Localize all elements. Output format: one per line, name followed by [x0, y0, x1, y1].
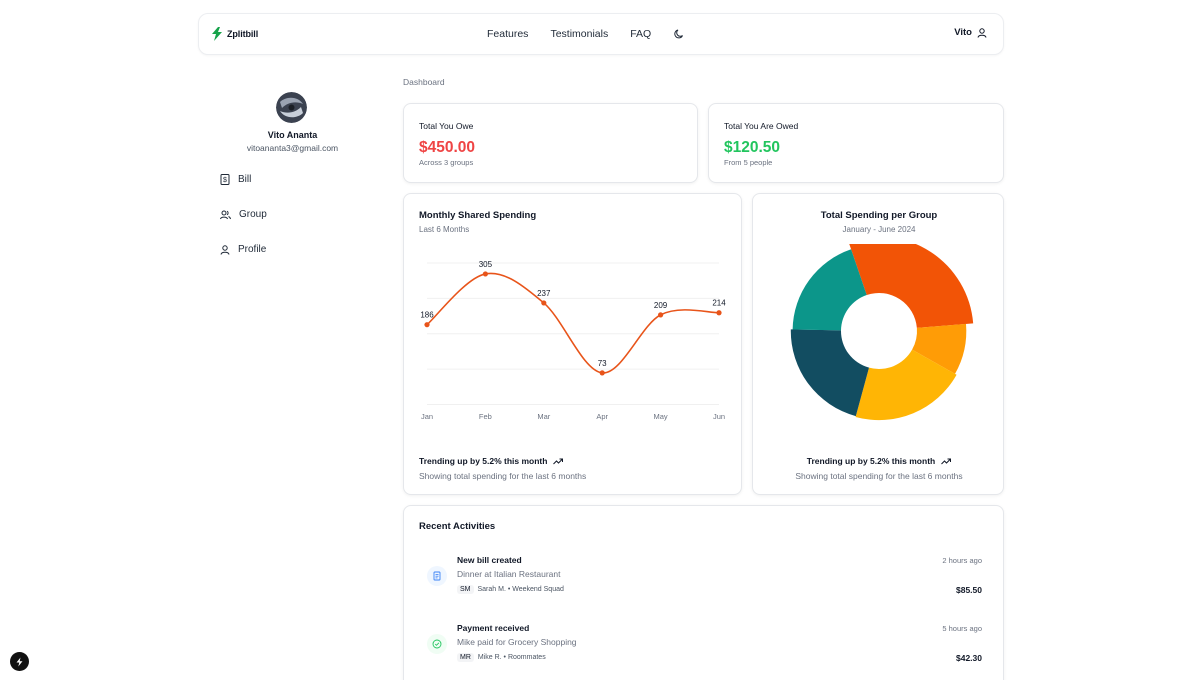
stat-card-owed: Total You Are Owed $120.50 From 5 people [708, 103, 1004, 183]
data-point[interactable] [482, 271, 488, 277]
activity-meta-text: Sarah M. • Weekend Squad [477, 586, 564, 593]
brand[interactable]: Zplitbill [211, 27, 258, 41]
activity-meta: MR Mike R. • Roommates [457, 653, 546, 662]
activity-time: 2 hours ago [942, 556, 982, 565]
activity-meta: SM Sarah M. • Weekend Squad [457, 585, 564, 594]
line-chart: 186 Jan 305 Feb 237 Mar 73 Apr 209 May 214 Jun [420, 260, 726, 421]
sidebar-item-group[interactable]: Group [220, 209, 267, 220]
receipt-icon [433, 571, 441, 581]
recent-activities-card: Recent Activities New bill created Dinne… [403, 505, 1004, 680]
lightning-icon [16, 657, 23, 666]
donut-slice[interactable] [792, 249, 867, 331]
chart-title: Total Spending per Group [820, 210, 938, 221]
data-label: 305 [479, 260, 493, 269]
activity-amount: $85.50 [956, 585, 982, 595]
activity-amount: $42.30 [956, 653, 982, 663]
activity-description: Dinner at Italian Restaurant [457, 569, 561, 579]
activity-icon-wrap [427, 566, 447, 586]
pie-chart-card: Total Spending per Group January - June … [752, 193, 1004, 495]
donut-slice[interactable] [790, 329, 870, 417]
data-point[interactable] [541, 300, 547, 306]
data-label: 214 [712, 299, 726, 308]
check-circle-icon [432, 639, 442, 649]
sidebar-item-bill[interactable]: $ Bill [220, 174, 251, 185]
logo-icon [212, 27, 222, 41]
data-point[interactable] [716, 310, 722, 316]
data-label: 73 [598, 359, 607, 368]
nav-faq[interactable]: FAQ [630, 28, 652, 40]
data-label: 237 [537, 289, 551, 298]
chart-subtitle: January - June 2024 [842, 225, 916, 234]
profile-name: Vito Ananta [267, 130, 318, 140]
dev-tools-button[interactable] [10, 652, 29, 671]
trend-label: Trending up by 5.2% this month [419, 456, 548, 466]
sidebar-item-label: Group [239, 209, 267, 220]
avatar[interactable] [276, 92, 307, 123]
stat-card-owe: Total You Owe $450.00 Across 3 groups [403, 103, 698, 183]
user-initials: SM [457, 585, 474, 594]
user-icon [220, 244, 230, 255]
stat-title: Total You Owe [419, 121, 474, 131]
activity-title: Payment received [457, 623, 530, 633]
chart-title: Monthly Shared Spending [419, 210, 537, 221]
donut-slice[interactable] [848, 244, 974, 328]
sidebar-item-label: Profile [238, 244, 267, 255]
donut-chart [790, 244, 974, 421]
stat-value: $120.50 [724, 139, 781, 156]
nav-testimonials[interactable]: Testimonials [550, 28, 609, 40]
trending-up-icon [553, 458, 564, 464]
x-tick-label: Apr [596, 412, 608, 421]
data-label: 186 [420, 311, 434, 320]
x-tick-label: Jan [421, 412, 433, 421]
series-line [426, 272, 720, 374]
users-icon [220, 210, 231, 219]
trending-up-icon [941, 458, 952, 464]
stat-value: $450.00 [419, 139, 476, 156]
x-tick-label: Jun [713, 412, 725, 421]
chart-subtitle: Last 6 Months [419, 225, 470, 234]
line-chart-card: Monthly Shared Spending Last 6 Months 18… [403, 193, 742, 495]
sidebar-item-profile[interactable]: Profile [220, 244, 266, 255]
stat-subtitle: Across 3 groups [419, 158, 474, 167]
x-tick-label: May [654, 412, 668, 421]
activity-item[interactable]: New bill created Dinner at Italian Resta… [404, 551, 1004, 611]
trend-text: Trending up by 5.2% this month [419, 456, 564, 466]
activity-description: Mike paid for Grocery Shopping [457, 637, 577, 647]
bill-icon: $ [220, 174, 230, 185]
donut-slice[interactable] [912, 323, 967, 374]
data-point[interactable] [658, 312, 664, 318]
data-label: 209 [654, 301, 668, 310]
data-point[interactable] [424, 322, 430, 328]
svg-text:$: $ [223, 177, 227, 184]
activity-title: New bill created [457, 555, 522, 565]
trend-note: Showing total spending for the last 6 mo… [419, 471, 587, 481]
trend-note: Showing total spending for the last 6 mo… [795, 471, 963, 481]
user-name: Vito [954, 27, 972, 38]
user-icon [977, 27, 987, 38]
user-initials: MR [457, 653, 474, 662]
nav-features[interactable]: Features [487, 28, 529, 40]
brand-name: Zplitbill [227, 29, 259, 39]
section-title: Recent Activities [419, 521, 496, 532]
top-navbar: Zplitbill Features Testimonials FAQ Vito [198, 13, 1004, 55]
moon-icon[interactable] [673, 28, 685, 40]
trend-text: Trending up by 5.2% this month [753, 456, 1005, 466]
trend-label: Trending up by 5.2% this month [806, 456, 936, 466]
stat-title: Total You Are Owed [724, 121, 799, 131]
x-tick-label: Feb [479, 412, 492, 421]
activity-item[interactable]: Payment received Mike paid for Grocery S… [404, 619, 1004, 679]
activity-icon-wrap [427, 634, 447, 654]
donut-slice[interactable] [855, 349, 957, 421]
user-menu[interactable]: Vito [954, 27, 987, 38]
sidebar-item-label: Bill [238, 174, 252, 185]
activity-time: 5 hours ago [942, 624, 982, 633]
activity-meta-text: Mike R. • Roommates [477, 654, 546, 661]
x-tick-label: Mar [537, 412, 550, 421]
breadcrumb: Dashboard [403, 77, 445, 87]
data-point[interactable] [599, 370, 605, 376]
profile-email: vitoananta3@gmail.com [246, 143, 339, 153]
stat-subtitle: From 5 people [724, 158, 773, 167]
nav-links: Features Testimonials FAQ [487, 28, 685, 40]
